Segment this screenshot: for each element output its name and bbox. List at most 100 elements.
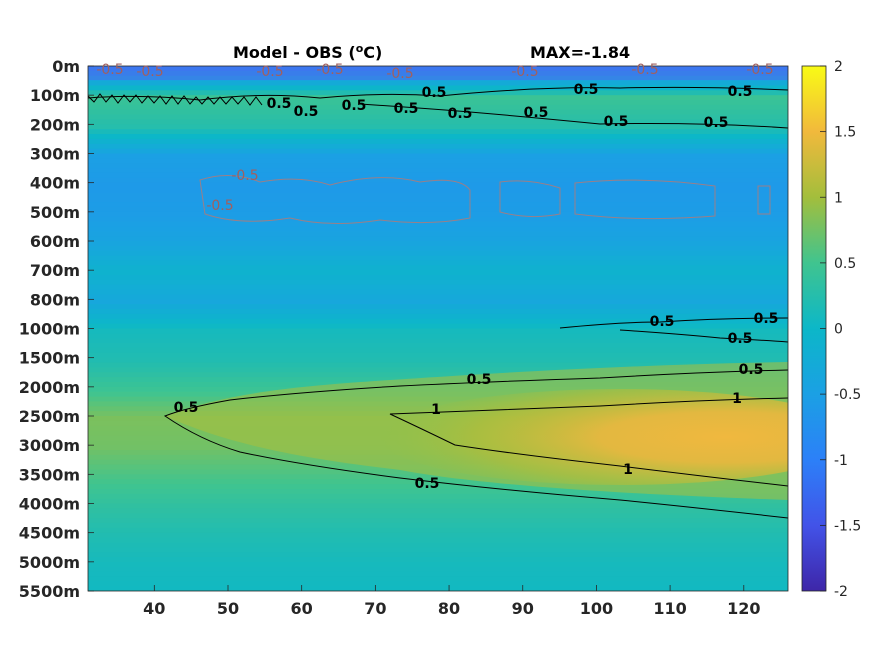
- depth-band: [88, 547, 788, 553]
- colorbar-tick-label: 1.5: [834, 125, 856, 141]
- contour-label-negative: -0.5: [316, 62, 343, 78]
- depth-band: [88, 571, 788, 578]
- depth-band: [88, 328, 788, 334]
- depth-band: [88, 474, 788, 480]
- depth-band: [88, 236, 788, 242]
- depth-band: [88, 347, 788, 354]
- depth-band: [88, 241, 788, 247]
- depth-band: [88, 586, 788, 591]
- y-tick-label: 200m: [30, 115, 80, 134]
- depth-band: [88, 532, 788, 539]
- contour-label: 1: [732, 391, 742, 407]
- depth-band: [88, 226, 788, 232]
- depth-band: [88, 508, 788, 514]
- y-tick-label: 500m: [30, 203, 80, 222]
- contour-label: 0.5: [267, 96, 292, 112]
- depth-band: [88, 260, 788, 266]
- depth-band: [88, 221, 788, 228]
- depth-band: [88, 206, 788, 213]
- colorbar-tick-label: -2: [834, 584, 848, 600]
- contour-0.5-deep: [163, 369, 788, 519]
- depth-band: [88, 172, 788, 179]
- depth-band: [88, 323, 788, 330]
- depth-band: [88, 95, 788, 101]
- depth-band: [88, 119, 788, 125]
- y-tick-label: 3500m: [19, 465, 80, 484]
- contour-label-negative: -0.5: [631, 62, 658, 78]
- contour-label-negative: -0.5: [256, 64, 283, 80]
- x-tick-label: 80: [438, 599, 460, 618]
- colorbar-tick-label: 0: [834, 322, 843, 338]
- depth-band: [88, 284, 788, 291]
- contour-label-negative: -0.5: [746, 62, 773, 78]
- contour-0.5-mid: [559, 317, 788, 329]
- x-tick-label: 50: [217, 599, 239, 618]
- y-tick-label: 1000m: [19, 320, 80, 339]
- contour-label: 1: [431, 402, 441, 418]
- colorbar-tick-label: -1.5: [834, 518, 861, 534]
- depth-band: [88, 231, 788, 237]
- y-tick-label: 5500m: [19, 582, 80, 601]
- depth-band: [88, 138, 788, 145]
- contour-label: 0.5: [394, 101, 419, 117]
- x-tick-label: 100: [580, 599, 613, 618]
- title-unit-superscript: o: [356, 42, 364, 55]
- depth-band: [88, 513, 788, 519]
- red-contour-blobs: [199, 175, 771, 225]
- contour-0.5-upper-lower: [359, 103, 788, 129]
- colorbar-tick-label: -1: [834, 453, 848, 469]
- y-tick-label: 100m: [30, 86, 80, 105]
- contour-0.5-mid-lower: [619, 329, 788, 343]
- depth-band: [88, 104, 788, 111]
- depth-band: [88, 148, 788, 155]
- contour-label-negative: -0.5: [511, 64, 538, 80]
- depth-band: [88, 270, 788, 276]
- depth-band: [88, 537, 788, 543]
- depth-band: [88, 279, 788, 286]
- depth-band: [88, 498, 788, 505]
- x-tick-label: 110: [653, 599, 686, 618]
- colorbar-tick-label: -0.5: [834, 387, 861, 403]
- x-axis: 40 50 60 70 80 90 100 110 120: [143, 585, 760, 618]
- contour-label-negative: -0.5: [136, 64, 163, 80]
- depth-band: [88, 338, 788, 344]
- contour-label: 0.5: [604, 114, 629, 130]
- depth-band: [88, 522, 788, 529]
- depth-band: [88, 309, 788, 315]
- contour-lines: [88, 86, 788, 519]
- contour-label: 0.5: [294, 104, 319, 120]
- depth-band: [88, 158, 788, 164]
- depth-band: [88, 114, 788, 121]
- depth-band: [88, 294, 788, 300]
- depth-band: [88, 192, 788, 198]
- contour-label-negative: -0.5: [386, 66, 413, 82]
- x-tick-label: 60: [291, 599, 313, 618]
- contour-label: 1: [623, 462, 633, 478]
- x-tick-label: 70: [364, 599, 386, 618]
- chart-title: Model - OBS (oC): [233, 42, 382, 62]
- depth-band: [88, 367, 788, 373]
- contour-label-negative: -0.5: [96, 62, 123, 78]
- depth-band: [88, 109, 788, 116]
- y-tick-label: 5000m: [19, 553, 80, 572]
- colorbar-tick-label: 1: [834, 190, 843, 206]
- contour-label: 0.5: [574, 82, 599, 98]
- depth-band: [88, 85, 788, 91]
- depth-band: [88, 153, 788, 159]
- depth-band: [88, 275, 788, 281]
- depth-band: [88, 352, 788, 359]
- depth-band: [88, 245, 788, 252]
- depth-band: [88, 129, 788, 135]
- depth-band: [88, 182, 788, 189]
- contour-label: 0.5: [728, 331, 753, 347]
- y-tick-label: 800m: [30, 290, 80, 309]
- contour-labels: 0.5 0.5 0.50.5 0.5 0.5 0.5 0.5 0.50.5 0.50.5 0.50…: [96, 62, 778, 492]
- depth-band: [88, 250, 788, 257]
- y-tick-label: 4500m: [19, 524, 80, 543]
- depth-band: [88, 197, 788, 203]
- contour-label: 0.5: [467, 372, 492, 388]
- depth-band: [88, 493, 788, 500]
- depth-band: [88, 187, 788, 193]
- depth-band: [88, 255, 788, 262]
